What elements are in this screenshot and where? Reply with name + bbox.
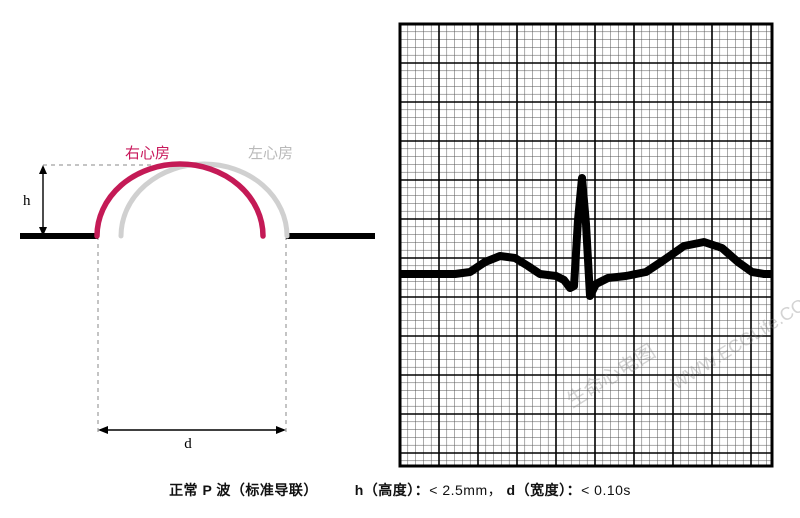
svg-text:h: h	[23, 193, 31, 209]
svg-text:d: d	[184, 436, 192, 452]
svg-text:左心房: 左心房	[248, 145, 293, 162]
caption-h-val: < 2.5mm，	[429, 482, 502, 498]
caption-d-val: < 0.10s	[581, 482, 631, 498]
figure-caption: 正常 P 波（标准导联） h（高度）：< 2.5mm， d（宽度）：< 0.10…	[0, 480, 800, 500]
svg-text:右心房: 右心房	[125, 145, 170, 162]
figure-root: 右心房 左心房 h d 正常 P 波（标准导联） h（高度）：< 2.5mm， d（宽…	[0, 0, 800, 518]
caption-main: 正常 P 波（标准导联）	[169, 482, 318, 498]
caption-d-prefix: d（宽度）：	[507, 482, 582, 498]
caption-h-prefix: h（高度）：	[355, 482, 430, 498]
figure-svg: 右心房 左心房 h d	[0, 0, 800, 518]
